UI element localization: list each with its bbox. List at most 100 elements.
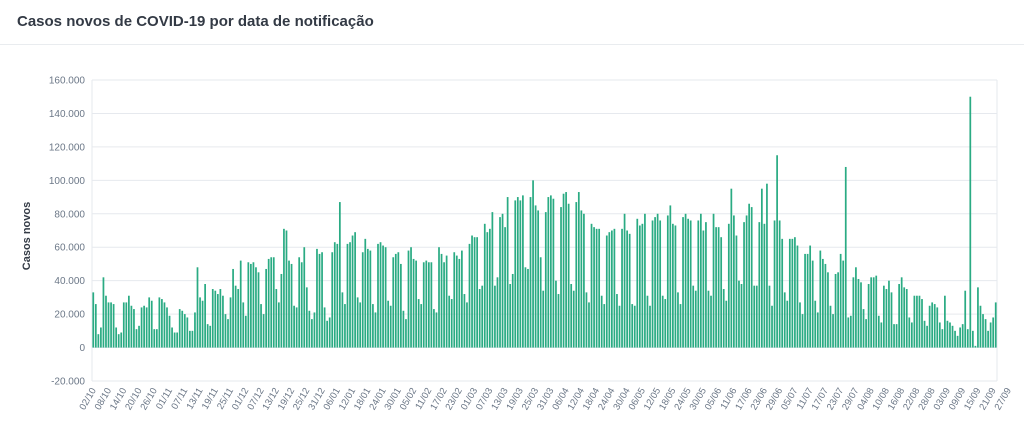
bar[interactable]	[605, 235, 608, 348]
bar[interactable]	[847, 317, 850, 348]
bar[interactable]	[730, 188, 733, 348]
bar[interactable]	[974, 345, 977, 348]
bar[interactable]	[209, 325, 212, 348]
bar[interactable]	[303, 247, 306, 348]
bar[interactable]	[308, 310, 311, 348]
bar[interactable]	[534, 205, 537, 348]
bar[interactable]	[422, 262, 425, 348]
bar[interactable]	[644, 213, 646, 348]
bar[interactable]	[488, 228, 491, 348]
bar[interactable]	[715, 227, 717, 348]
bar[interactable]	[232, 268, 234, 348]
bar[interactable]	[926, 325, 928, 348]
bar[interactable]	[491, 212, 494, 348]
bar[interactable]	[883, 285, 885, 348]
bar[interactable]	[857, 278, 860, 348]
bar[interactable]	[933, 304, 936, 348]
bar[interactable]	[822, 258, 824, 348]
bar[interactable]	[593, 227, 595, 348]
bar[interactable]	[893, 324, 895, 348]
bar[interactable]	[931, 302, 934, 348]
bar[interactable]	[356, 297, 359, 348]
bar[interactable]	[791, 238, 794, 348]
bar[interactable]	[781, 238, 784, 348]
bar[interactable]	[758, 222, 761, 348]
bar[interactable]	[748, 203, 751, 348]
bar[interactable]	[181, 310, 184, 348]
bar[interactable]	[895, 324, 898, 348]
bar[interactable]	[951, 325, 954, 348]
bar[interactable]	[567, 203, 570, 348]
bar[interactable]	[290, 263, 293, 348]
bar[interactable]	[580, 210, 583, 348]
bar[interactable]	[867, 284, 870, 348]
bar[interactable]	[549, 195, 552, 348]
bar[interactable]	[435, 312, 438, 348]
bar[interactable]	[799, 302, 801, 348]
bar[interactable]	[788, 238, 791, 348]
bar[interactable]	[415, 260, 417, 348]
bar[interactable]	[834, 273, 837, 348]
bar[interactable]	[689, 220, 692, 348]
bar[interactable]	[328, 317, 331, 348]
bar[interactable]	[768, 285, 771, 348]
bar[interactable]	[102, 277, 105, 348]
bar[interactable]	[738, 280, 740, 348]
bar[interactable]	[275, 289, 278, 348]
bar[interactable]	[959, 327, 961, 348]
bar[interactable]	[705, 222, 707, 348]
bar[interactable]	[641, 223, 644, 348]
bar[interactable]	[684, 213, 687, 348]
bar[interactable]	[524, 267, 527, 348]
bar[interactable]	[260, 304, 262, 348]
bar[interactable]	[735, 235, 738, 348]
bar[interactable]	[194, 312, 196, 348]
bar[interactable]	[979, 305, 982, 348]
bar[interactable]	[359, 302, 362, 348]
bar[interactable]	[128, 295, 130, 348]
bar[interactable]	[204, 284, 206, 348]
bar[interactable]	[270, 257, 273, 348]
bar[interactable]	[338, 202, 341, 348]
bar[interactable]	[374, 312, 377, 348]
bar[interactable]	[311, 319, 313, 348]
bar[interactable]	[463, 294, 466, 348]
bar[interactable]	[239, 260, 242, 348]
bar[interactable]	[397, 252, 400, 348]
bar[interactable]	[366, 248, 369, 348]
bar[interactable]	[966, 329, 969, 348]
bar[interactable]	[623, 213, 626, 348]
bar[interactable]	[611, 230, 613, 348]
bar[interactable]	[944, 295, 946, 348]
bar[interactable]	[407, 250, 410, 348]
bar[interactable]	[631, 304, 634, 348]
bar[interactable]	[283, 228, 285, 348]
bar[interactable]	[201, 300, 204, 348]
bar[interactable]	[483, 223, 486, 348]
bar[interactable]	[440, 253, 443, 348]
bar[interactable]	[949, 322, 951, 348]
bar[interactable]	[776, 155, 778, 348]
bar[interactable]	[430, 262, 433, 348]
bar[interactable]	[575, 202, 578, 348]
bar[interactable]	[987, 330, 989, 348]
bar[interactable]	[379, 242, 382, 348]
bar[interactable]	[852, 277, 855, 348]
bar[interactable]	[115, 327, 118, 348]
bar[interactable]	[122, 302, 125, 348]
bar[interactable]	[870, 277, 873, 348]
bar[interactable]	[257, 272, 260, 348]
bar[interactable]	[555, 280, 557, 348]
bar[interactable]	[969, 96, 972, 348]
bar[interactable]	[237, 289, 240, 348]
bar[interactable]	[461, 250, 463, 348]
bar[interactable]	[458, 258, 461, 348]
bar[interactable]	[211, 289, 214, 348]
bar[interactable]	[219, 289, 222, 348]
bar[interactable]	[720, 237, 723, 348]
bar[interactable]	[227, 319, 229, 348]
bar[interactable]	[837, 272, 839, 348]
bar[interactable]	[425, 260, 428, 348]
bar[interactable]	[486, 232, 489, 348]
bar[interactable]	[539, 257, 542, 348]
